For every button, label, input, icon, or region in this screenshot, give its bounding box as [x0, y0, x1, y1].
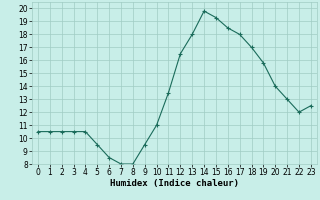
X-axis label: Humidex (Indice chaleur): Humidex (Indice chaleur) [110, 179, 239, 188]
